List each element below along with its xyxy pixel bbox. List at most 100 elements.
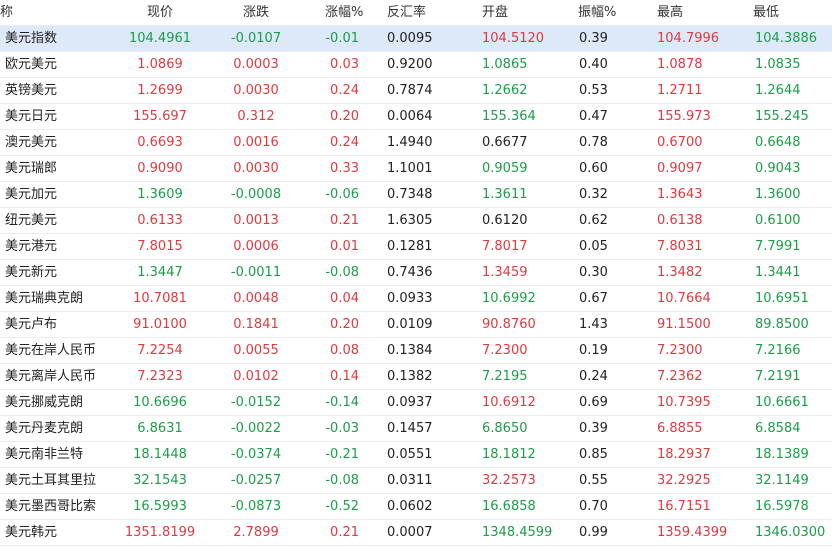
quote-row[interactable]: 美元土耳其里拉 32.1543 -0.0257 -0.08 0.0311 32.2573 0… — [0, 468, 832, 494]
cell: -0.0008 — [230, 187, 282, 202]
cell: 1.3611 — [482, 187, 528, 202]
cell: 104.4961 — [128, 31, 192, 46]
cell: 0.1384 — [387, 343, 433, 358]
column-header[interactable]: 涨幅% — [325, 5, 364, 20]
quote-row[interactable]: 美元韩元 1351.8199 2.7899 0.21 0.0007 1348.4599 0.… — [0, 520, 832, 546]
column-header[interactable]: 称 — [0, 5, 14, 20]
cell: 0.03 — [330, 57, 359, 72]
cell: -0.21 — [325, 447, 359, 462]
cell: 0.62 — [579, 213, 608, 228]
cell: 0.21 — [330, 525, 359, 540]
quote-row[interactable]: 英镑美元 1.2699 0.0030 0.24 0.7874 1.2662 0.53 1.27… — [0, 78, 832, 104]
cell: 0.0937 — [387, 395, 433, 410]
cell: -0.08 — [325, 473, 359, 488]
cell: 0.99 — [579, 525, 608, 540]
cell: 0.0030 — [233, 161, 279, 176]
cell: 美元卢布 — [5, 317, 58, 332]
cell: 0.1281 — [387, 239, 433, 254]
quote-row[interactable]: 欧元美元 1.0869 0.0003 0.03 0.9200 1.0865 0.40 1.08… — [0, 52, 832, 78]
cell: 155.697 — [133, 109, 187, 124]
cell: 0.04 — [330, 291, 359, 306]
cell: 1.0878 — [657, 57, 703, 72]
cell: 0.0013 — [233, 213, 279, 228]
cell: 0.6648 — [755, 135, 801, 150]
cell: 7.2323 — [137, 369, 183, 384]
column-header[interactable]: 开盘 — [482, 5, 509, 20]
cell: 1.2711 — [657, 83, 703, 98]
cell: 7.2300 — [657, 343, 703, 358]
cell: 32.2573 — [482, 473, 536, 488]
cell: 美元韩元 — [5, 525, 58, 540]
cell: -0.06 — [325, 187, 359, 202]
quote-row[interactable]: 美元离岸人民币 7.2323 0.0102 0.14 0.1382 7.2195 0.24 7… — [0, 364, 832, 390]
cell: 0.05 — [579, 239, 608, 254]
column-header[interactable]: 最高 — [657, 5, 684, 20]
cell: 0.32 — [579, 187, 608, 202]
column-header[interactable]: 现价 — [146, 5, 174, 20]
cell: 89.8500 — [755, 317, 809, 332]
cell: -0.14 — [325, 395, 359, 410]
cell: -0.0873 — [230, 499, 282, 514]
cell: -0.08 — [325, 265, 359, 280]
cell: 10.7664 — [657, 291, 711, 306]
quote-row[interactable]: 美元卢布 91.0100 0.1841 0.20 0.0109 90.8760 1.43 91… — [0, 312, 832, 338]
cell: 1351.8199 — [124, 525, 196, 540]
cell: 0.20 — [330, 317, 359, 332]
cell: 1.0835 — [755, 57, 801, 72]
cell: 32.1543 — [133, 473, 187, 488]
quote-row[interactable]: 美元墨西哥比索 16.5993 -0.0873 -0.52 0.0602 16.6858 0… — [0, 494, 832, 520]
cell: 0.78 — [579, 135, 608, 150]
cell: 7.7991 — [755, 239, 801, 254]
cell: 0.40 — [579, 57, 608, 72]
cell: 32.2925 — [657, 473, 711, 488]
cell: 0.9097 — [657, 161, 703, 176]
cell: 10.6951 — [755, 291, 809, 306]
cell: 18.1448 — [133, 447, 187, 462]
cell: 0.0048 — [233, 291, 279, 306]
cell: 7.8017 — [482, 239, 528, 254]
cell: 0.55 — [579, 473, 608, 488]
cell: 1.2699 — [137, 83, 183, 98]
cell: 16.5978 — [755, 499, 809, 514]
cell: 7.8015 — [137, 239, 183, 254]
quote-row[interactable]: 美元在岸人民币 7.2254 0.0055 0.08 0.1384 7.2300 0.19 7… — [0, 338, 832, 364]
quote-row[interactable]: 美元南非兰特 18.1448 -0.0374 -0.21 0.0551 18.1812 0.… — [0, 442, 832, 468]
cell: 美元加元 — [5, 187, 58, 202]
cell: 90.8760 — [482, 317, 536, 332]
column-header[interactable]: 振幅% — [578, 5, 617, 20]
cell: 1.2662 — [482, 83, 528, 98]
cell: 0.0003 — [233, 57, 279, 72]
cell: 0.67 — [579, 291, 608, 306]
column-header[interactable]: 最低 — [753, 5, 780, 20]
quote-row[interactable]: 美元加元 1.3609 -0.0008 -0.06 0.7348 1.3611 0.32 1.… — [0, 182, 832, 208]
cell: 0.0933 — [387, 291, 433, 306]
quote-row[interactable]: 美元丹麦克朗 6.8631 -0.0022 -0.03 0.1457 6.8650 0.39… — [0, 416, 832, 442]
quote-row[interactable]: 美元港元 7.8015 0.0006 0.01 0.1281 7.8017 0.05 7.80… — [0, 234, 832, 260]
cell: 155.973 — [657, 109, 711, 124]
column-header[interactable]: 涨跌 — [242, 5, 270, 20]
column-header[interactable]: 反汇率 — [387, 5, 427, 20]
quote-row[interactable]: 美元挪威克朗 10.6696 -0.0152 -0.14 0.0937 10.6912 0.… — [0, 390, 832, 416]
cell: 0.6138 — [657, 213, 703, 228]
quote-row[interactable]: 美元指数 104.4961 -0.0107 -0.01 0.0095 104.5120 0.… — [0, 26, 832, 52]
cell: 10.6661 — [755, 395, 809, 410]
cell: 0.1382 — [387, 369, 433, 384]
cell: 7.2195 — [482, 369, 528, 384]
quote-row[interactable]: 美元新元 1.3447 -0.0011 -0.08 0.7436 1.3459 0.30 1.… — [0, 260, 832, 286]
cell: 0.24 — [330, 83, 359, 98]
cell: 155.364 — [482, 109, 536, 124]
cell: 18.1389 — [755, 447, 809, 462]
cell: 16.6858 — [482, 499, 536, 514]
quote-row[interactable]: 纽元美元 0.6133 0.0013 0.21 1.6305 0.6120 0.62 0.61… — [0, 208, 832, 234]
cell: 7.2254 — [137, 343, 183, 358]
cell: 0.0064 — [387, 109, 433, 124]
quote-row[interactable]: 美元瑞典克朗 10.7081 0.0048 0.04 0.0933 10.6992 0.67… — [0, 286, 832, 312]
cell: 16.7151 — [657, 499, 711, 514]
cell: 10.6696 — [133, 395, 187, 410]
cell: 0.7436 — [387, 265, 433, 280]
quote-row[interactable]: 澳元美元 0.6693 0.0016 0.24 1.4940 0.6677 0.78 0.67… — [0, 130, 832, 156]
cell: 7.2362 — [657, 369, 703, 384]
quote-row[interactable]: 美元瑞郎 0.9090 0.0030 0.33 1.1001 0.9059 0.60 0.90… — [0, 156, 832, 182]
quote-row[interactable]: 美元日元 155.697 0.312 0.20 0.0064 155.364 0.47 155… — [0, 104, 832, 130]
